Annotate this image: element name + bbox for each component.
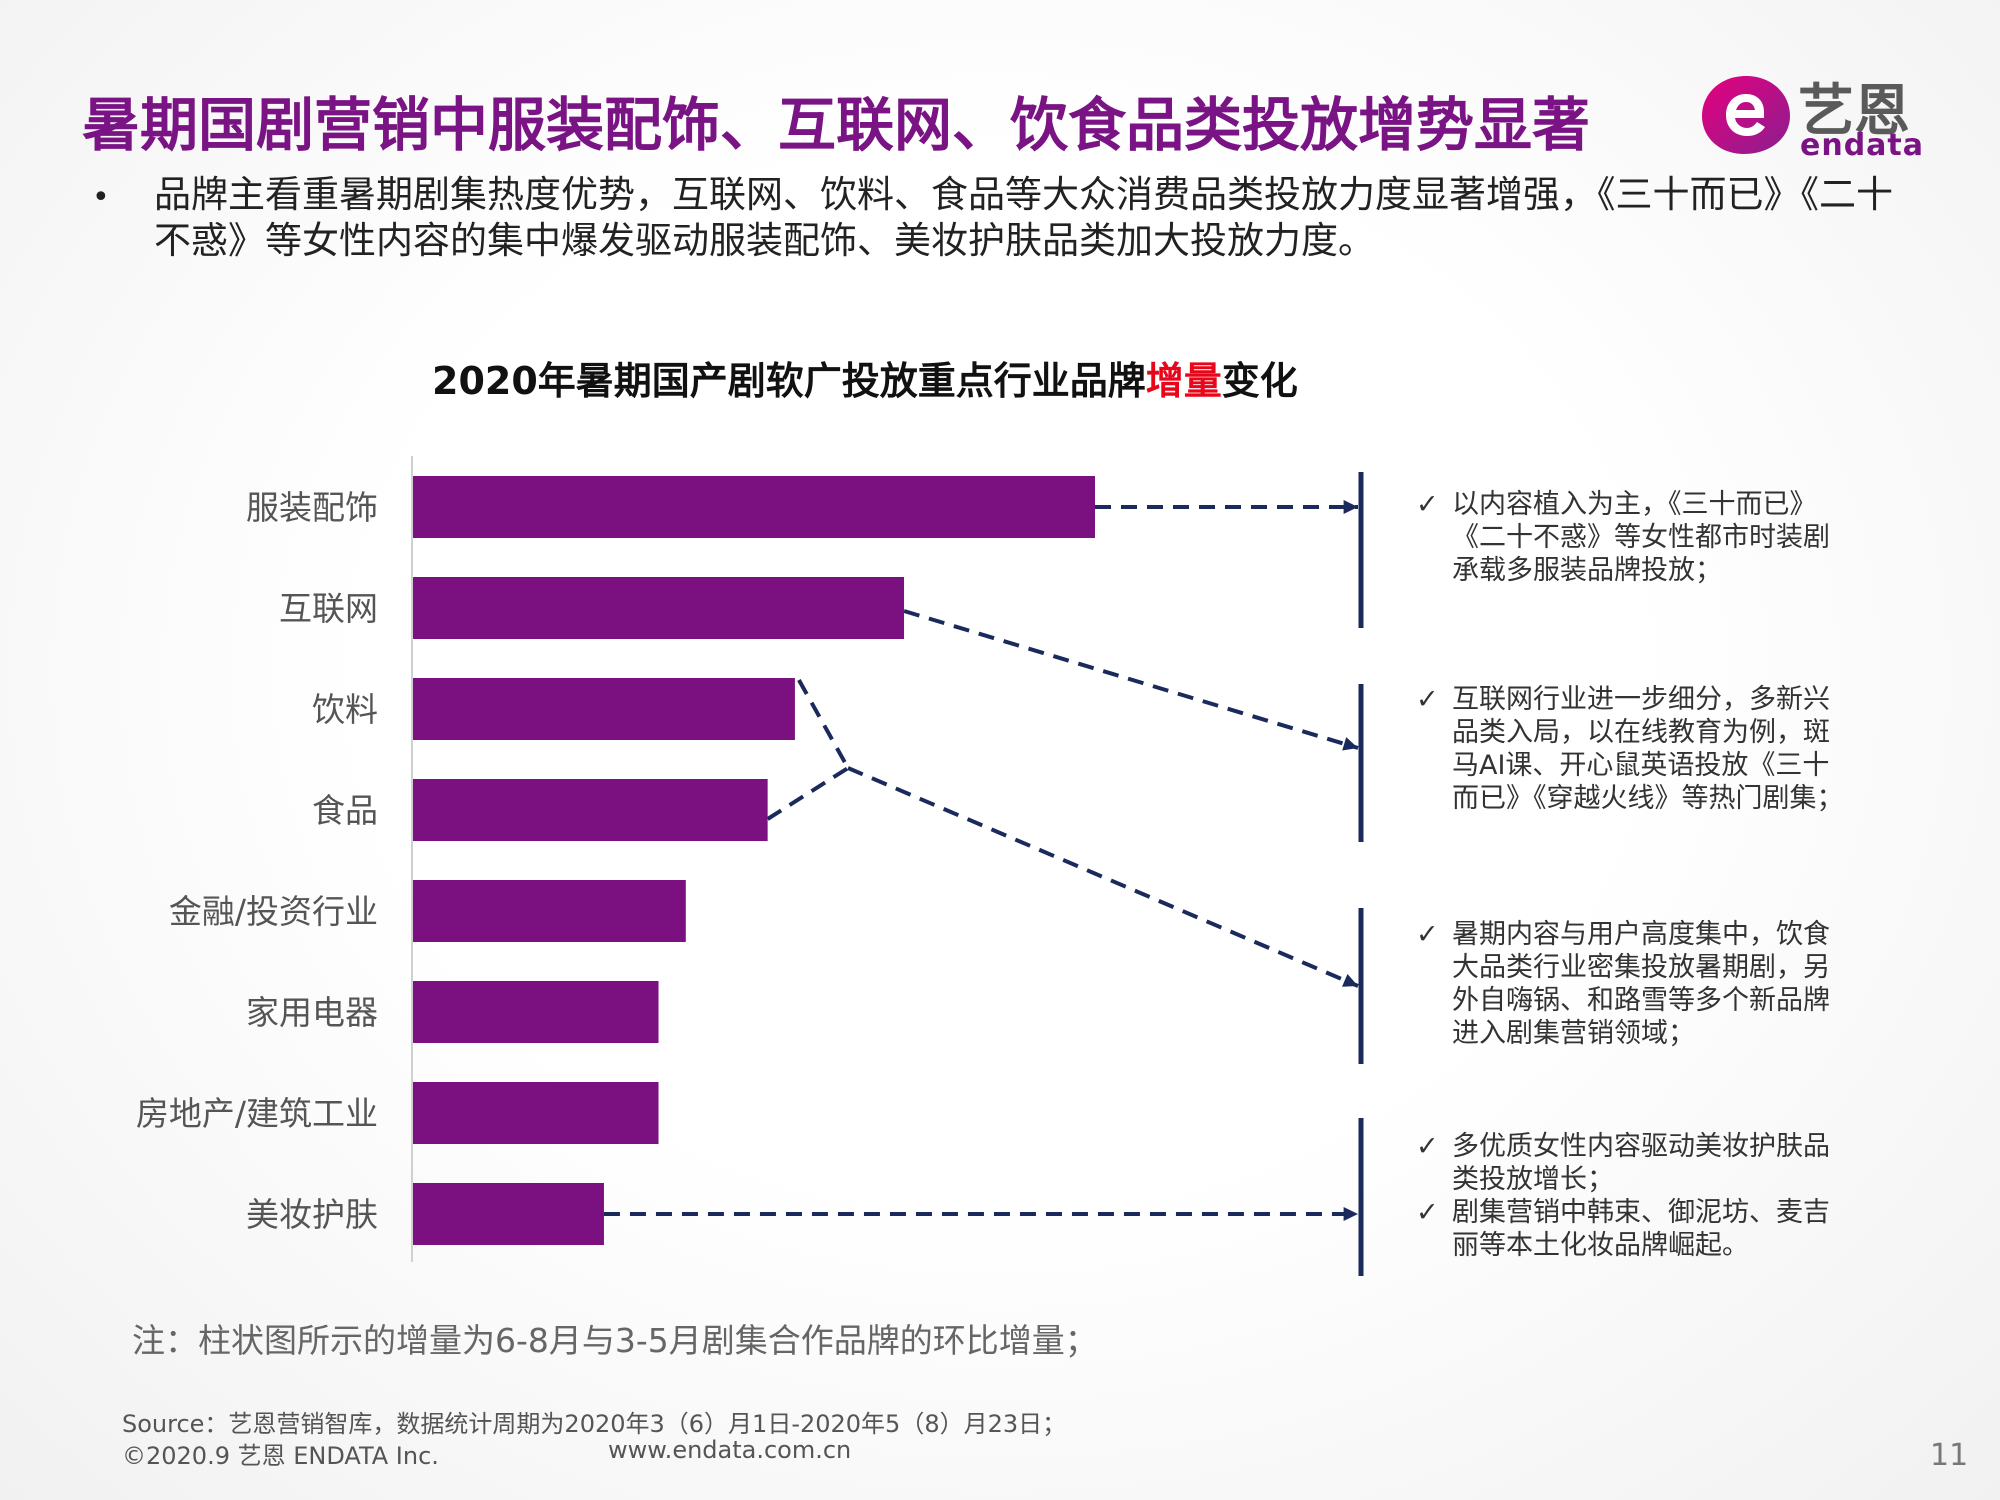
category-label: 互联网 bbox=[279, 589, 378, 628]
annotation-text: 暑期内容与用户高度集中，饮食大品类行业密集投放暑期剧，另外自嗨锅、和路雪等多个新… bbox=[1452, 919, 1830, 1049]
annotation-text: 多优质女性内容驱动美妆护肤品类投放增长； bbox=[1452, 1131, 1830, 1195]
summary-text: 品牌主看重暑期剧集热度优势，互联网、饮料、食品等大众消费品类投放力度显著增强，《… bbox=[154, 173, 1893, 262]
copyright-text: ©2020.9 艺恩 ENDATA Inc. bbox=[122, 1442, 439, 1470]
annotation-4: ✓ 多优质女性内容驱动美妆护肤品类投放增长； ✓ 剧集营销中韩束、御泥坊、麦吉丽等本… bbox=[1416, 1130, 1856, 1262]
check-icon: ✓ bbox=[1416, 489, 1439, 520]
bar-3 bbox=[413, 678, 795, 740]
connector-lines bbox=[603, 500, 1359, 1221]
annotation-item: ✓ 多优质女性内容驱动美妆护肤品类投放增长； bbox=[1416, 1130, 1856, 1196]
connector-apparel-arrowhead bbox=[1343, 500, 1358, 514]
connector-food-beverage-arrowhead bbox=[1342, 973, 1358, 987]
page-title: 暑期国剧营销中服装配饰、互联网、饮食品类投放增势显著 bbox=[82, 91, 1591, 159]
connector-beverage bbox=[797, 679, 850, 769]
category-label: 美妆护肤 bbox=[246, 1195, 378, 1234]
bar-4 bbox=[413, 779, 768, 841]
check-icon: ✓ bbox=[1416, 684, 1439, 715]
check-icon: ✓ bbox=[1416, 1197, 1439, 1228]
category-label: 房地产/建筑工业 bbox=[136, 1094, 378, 1133]
chart-title-highlight: 增量 bbox=[1145, 359, 1222, 403]
category-label: 金融/投资行业 bbox=[169, 892, 378, 931]
endata-logo: 艺恩 endata bbox=[1700, 66, 1930, 163]
chart-title-suffix: 变化 bbox=[1221, 359, 1298, 403]
annotation-text: 以内容植入为主，《三十而已》《二十不惑》等女性都市时装剧承载多服装品牌投放； bbox=[1452, 489, 1830, 586]
source-text: Source：艺恩营销智库，数据统计周期为2020年3（6）月1日-2020年5… bbox=[122, 1410, 1067, 1438]
annotation-item: ✓ 暑期内容与用户高度集中，饮食大品类行业密集投放暑期剧，另外自嗨锅、和路雪等多个… bbox=[1416, 918, 1856, 1050]
check-icon: ✓ bbox=[1416, 919, 1439, 950]
category-label: 饮料 bbox=[312, 690, 378, 729]
logo-english-name: endata bbox=[1800, 128, 1925, 163]
chart-footnote: 注：柱状图所示的增量为6-8月与3-5月剧集合作品牌的环比增量； bbox=[132, 1321, 1098, 1360]
annotation-item: ✓ 以内容植入为主，《三十而已》《二十不惑》等女性都市时装剧承载多服装品牌投放； bbox=[1416, 488, 1856, 587]
bars-group bbox=[413, 476, 1095, 1245]
bullet-point: • bbox=[92, 180, 110, 215]
connector-food-beverage bbox=[847, 766, 1359, 988]
bar-6 bbox=[413, 981, 659, 1043]
annotation-2: ✓ 互联网行业进一步细分，多新兴品类入局，以在线教育为例，斑马AI课、开心鼠英语投… bbox=[1416, 683, 1856, 815]
connector-food bbox=[766, 766, 850, 821]
category-label: 服装配饰 bbox=[246, 488, 378, 527]
annotation-text: 互联网行业进一步细分，多新兴品类入局，以在线教育为例，斑马AI课、开心鼠英语投放… bbox=[1452, 684, 1844, 814]
logo-chinese-name: 艺恩 bbox=[1798, 79, 1910, 144]
website-link[interactable]: www.endata.com.cn bbox=[608, 1436, 852, 1464]
bar-2 bbox=[413, 577, 905, 639]
chart-title-main: 2020年暑期国产剧软广投放重点行业品牌 bbox=[432, 359, 1146, 403]
annotation-text: 剧集营销中韩束、御泥坊、麦吉丽等本土化妆品牌崛起。 bbox=[1452, 1197, 1830, 1261]
annotation-3: ✓ 暑期内容与用户高度集中，饮食大品类行业密集投放暑期剧，另外自嗨锅、和路雪等多个… bbox=[1416, 918, 1856, 1050]
connector-internet bbox=[903, 609, 1359, 750]
bar-5 bbox=[413, 880, 686, 942]
annotation-1: ✓ 以内容植入为主，《三十而已》《二十不惑》等女性都市时装剧承载多服装品牌投放； bbox=[1416, 488, 1856, 587]
endata-logo-icon bbox=[1702, 76, 1790, 154]
bar-7 bbox=[413, 1082, 659, 1144]
check-icon: ✓ bbox=[1416, 1131, 1439, 1162]
category-label: 家用电器 bbox=[246, 993, 378, 1032]
annotation-item: ✓ 互联网行业进一步细分，多新兴品类入局，以在线教育为例，斑马AI课、开心鼠英语投… bbox=[1416, 683, 1856, 815]
chart-title: 2020年暑期国产剧软广投放重点行业品牌增量变化 bbox=[432, 350, 1298, 405]
bar-8 bbox=[413, 1183, 604, 1245]
connector-internet-arrowhead bbox=[1342, 737, 1358, 751]
connector-beauty-arrowhead bbox=[1343, 1207, 1358, 1221]
category-label: 食品 bbox=[312, 791, 378, 830]
bar-1 bbox=[413, 476, 1095, 538]
annotation-item: ✓ 剧集营销中韩束、御泥坊、麦吉丽等本土化妆品牌崛起。 bbox=[1416, 1196, 1856, 1262]
page-number: 11 bbox=[1930, 1438, 1969, 1473]
